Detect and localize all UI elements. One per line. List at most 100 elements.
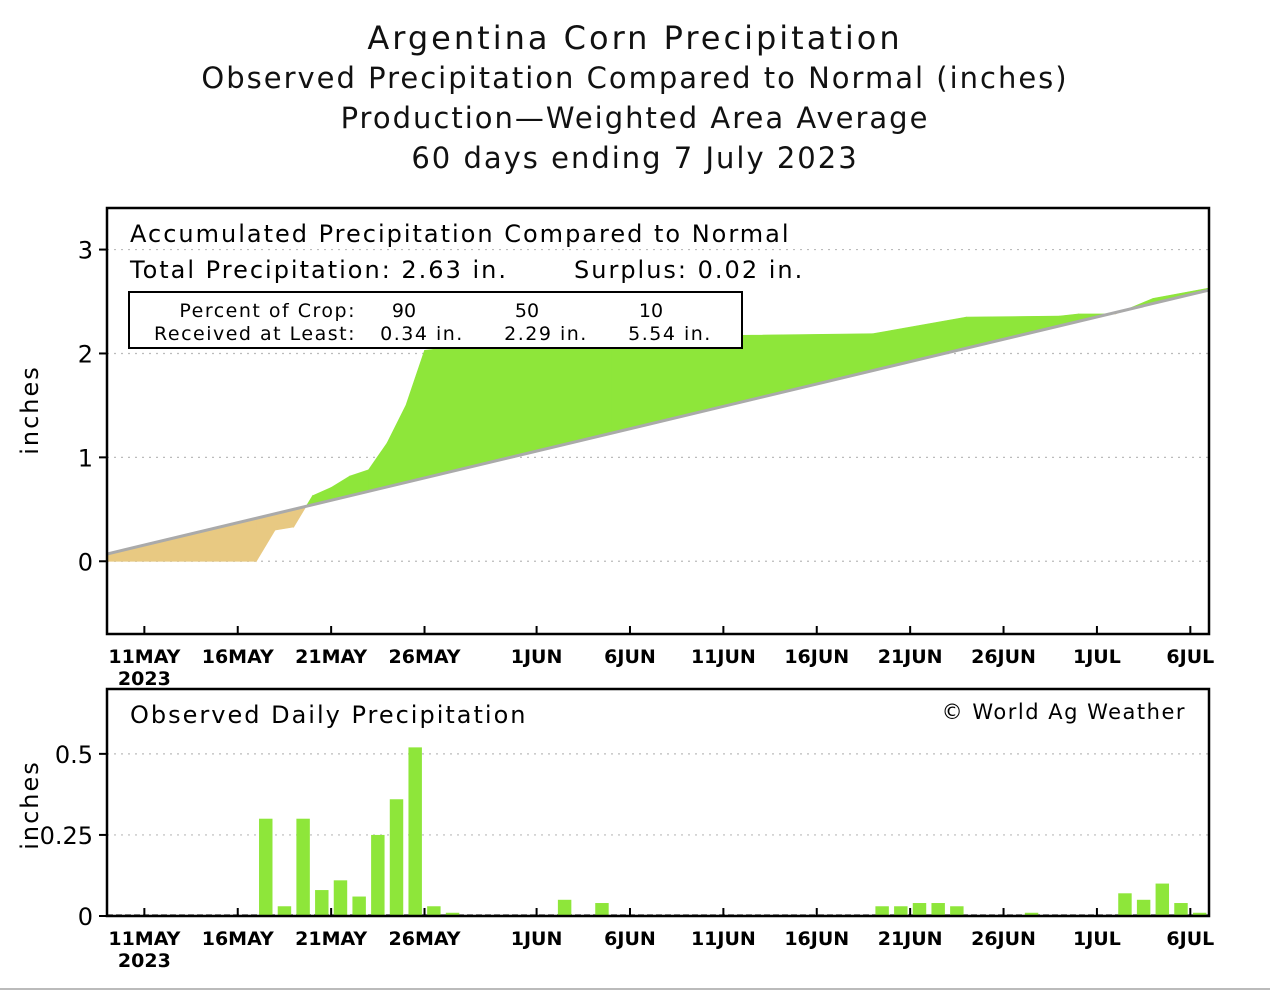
bottom-x-tick-label: 1JUL xyxy=(1073,928,1121,950)
top-x-tick-label: 1JUN xyxy=(511,646,563,668)
chart-subtitle-area: Production—Weighted Area Average xyxy=(340,101,930,135)
surplus-area xyxy=(872,316,967,371)
daily-bar xyxy=(1024,912,1039,916)
top-y-tick-label: 1 xyxy=(78,444,93,472)
crop-percent-10: 10 xyxy=(639,300,663,322)
daily-bar xyxy=(259,818,273,916)
crop-percent-90: 90 xyxy=(392,300,416,322)
daily-bar xyxy=(1155,883,1170,916)
daily-bar xyxy=(427,906,441,916)
top-x-tick-label: 26JUN xyxy=(971,646,1036,668)
chart-subtitle: Observed Precipitation Compared to Norma… xyxy=(201,61,1069,95)
top-plot-frame xyxy=(105,206,1211,636)
bottom-x-tick-label: 26MAY xyxy=(389,928,461,950)
bottom-y-tick-label: 0.25 xyxy=(40,822,93,850)
bottom-x-tick-label: 26JUN xyxy=(971,928,1036,950)
top-y-axis-label: inches xyxy=(16,365,44,455)
daily-bar xyxy=(277,906,292,916)
daily-bar xyxy=(1118,893,1132,916)
top-x-tick-label: 1JUL xyxy=(1073,646,1121,668)
top-x-tick-label: 6JUN xyxy=(604,646,656,668)
bottom-x-tick-label: 16JUN xyxy=(784,928,849,950)
top-x-tick-label: 11JUN xyxy=(691,646,756,668)
surplus-area xyxy=(405,350,425,483)
crop-amount-90: 0.34 in. xyxy=(380,323,464,345)
daily-bar xyxy=(296,818,310,916)
accumulated-panel-title: Accumulated Precipitation Compared to No… xyxy=(130,220,791,248)
top-x-tick-label: 16JUN xyxy=(784,646,849,668)
bottom-y-axis: 0 0.25 0.5 xyxy=(40,741,107,931)
top-y-tick-label: 3 xyxy=(78,237,93,265)
chart-title: Argentina Corn Precipitation xyxy=(367,19,903,57)
crop-table-row1-label: Percent of Crop: xyxy=(179,300,356,322)
crop-percent-table: Percent of Crop: Received at Least: 90 5… xyxy=(128,291,743,349)
surplus-area xyxy=(386,405,407,488)
crop-amount-10: 5.54 in. xyxy=(628,323,712,345)
bottom-x-tick-label: 21JUN xyxy=(878,928,943,950)
daily-panel-title: Observed Daily Precipitation xyxy=(130,701,527,729)
bottom-gridlines xyxy=(107,753,1209,836)
top-gridlines xyxy=(107,248,1209,562)
daily-bar xyxy=(950,906,964,916)
crop-table-box xyxy=(128,291,743,349)
daily-bar xyxy=(315,890,329,916)
crop-percent-50: 50 xyxy=(515,300,539,322)
bottom-x-tick-label: 11MAY xyxy=(108,928,180,950)
accumulated-panel: Accumulated Precipitation Compared to No… xyxy=(16,206,1214,690)
bottom-x-tick-label: 6JUN xyxy=(604,928,656,950)
daily-bar xyxy=(1136,899,1151,916)
daily-bar xyxy=(408,747,422,916)
daily-panel: Observed Daily Precipitation © World Ag … xyxy=(16,687,1214,972)
surplus-area xyxy=(442,345,575,474)
surplus-area xyxy=(424,347,444,479)
daily-bar xyxy=(894,906,908,916)
bottom-x-tick-label: 21MAY xyxy=(295,928,367,950)
daily-bar xyxy=(931,903,945,916)
bottom-y-tick-label: 0.5 xyxy=(55,741,93,769)
daily-bar xyxy=(1192,912,1207,916)
top-x-tick-label: 21MAY xyxy=(295,646,367,668)
deficit-area xyxy=(256,513,276,563)
bottom-border xyxy=(0,988,1270,990)
surplus-area xyxy=(573,340,593,443)
top-x-axis: 11MAY 16MAY 21MAY 26MAY 1JUN 6JUN 11JUN 16JUN 21… xyxy=(108,626,1214,668)
total-precipitation-label: Total Precipitation: 2.63 in. xyxy=(129,256,508,284)
chart-titles: Argentina Corn Precipitation Observed Pr… xyxy=(0,18,1270,178)
top-y-tick-label: 0 xyxy=(78,548,93,576)
bottom-x-year-label: 2023 xyxy=(118,950,171,972)
daily-bar xyxy=(595,903,609,916)
bottom-plot-frame xyxy=(105,687,1211,918)
bottom-x-tick-label: 16MAY xyxy=(202,928,274,950)
surplus-area xyxy=(592,336,612,439)
top-x-tick-label: 6JUL xyxy=(1166,646,1214,668)
top-x-tick-label: 26MAY xyxy=(389,646,461,668)
crop-table-row2-label: Received at Least: xyxy=(154,323,356,345)
bottom-x-tick-label: 11JUN xyxy=(691,928,756,950)
daily-bar xyxy=(352,896,366,916)
daily-bar xyxy=(333,880,348,916)
daily-bar xyxy=(371,834,385,916)
bottom-y-tick-label: 0 xyxy=(78,903,93,931)
top-x-tick-label: 11MAY xyxy=(108,646,180,668)
bottom-x-tick-label: 6JUL xyxy=(1166,928,1214,950)
bottom-x-axis: 11MAY 16MAY 21MAY 26MAY 1JUN 6JUN 11JUN 16JUN 21… xyxy=(108,908,1214,950)
daily-bar xyxy=(389,799,404,916)
bottom-x-tick-label: 1JUN xyxy=(511,928,563,950)
top-x-year-label: 2023 xyxy=(118,668,171,690)
crop-amount-50: 2.29 in. xyxy=(504,323,588,345)
accumulated-fill xyxy=(107,287,1209,563)
daily-bar xyxy=(557,899,572,916)
daily-bars xyxy=(259,747,1207,916)
normal-line xyxy=(107,288,1209,556)
top-y-axis: 0 1 2 3 xyxy=(78,237,107,576)
credit-label: © World Ag Weather xyxy=(942,700,1186,724)
daily-bar xyxy=(875,906,889,916)
surplus-label: Surplus: 0.02 in. xyxy=(574,256,804,284)
surplus-area xyxy=(368,441,388,492)
top-y-tick-label: 2 xyxy=(78,340,93,368)
daily-bar xyxy=(1174,903,1188,916)
chart-subtitle-period: 60 days ending 7 July 2023 xyxy=(411,141,859,175)
top-x-tick-label: 21JUN xyxy=(878,646,943,668)
bottom-y-axis-label: inches xyxy=(16,760,44,850)
